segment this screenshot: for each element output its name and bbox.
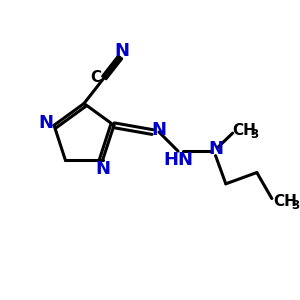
Text: 3: 3 bbox=[250, 128, 258, 141]
Text: N: N bbox=[96, 160, 111, 178]
Text: N: N bbox=[208, 140, 223, 158]
Text: C: C bbox=[90, 70, 101, 85]
Text: N: N bbox=[38, 114, 53, 132]
Text: CH: CH bbox=[273, 194, 297, 209]
Text: 3: 3 bbox=[292, 199, 300, 212]
Text: N: N bbox=[152, 121, 166, 139]
Text: HN: HN bbox=[163, 151, 193, 169]
Text: CH: CH bbox=[232, 123, 256, 138]
Text: N: N bbox=[114, 42, 129, 60]
